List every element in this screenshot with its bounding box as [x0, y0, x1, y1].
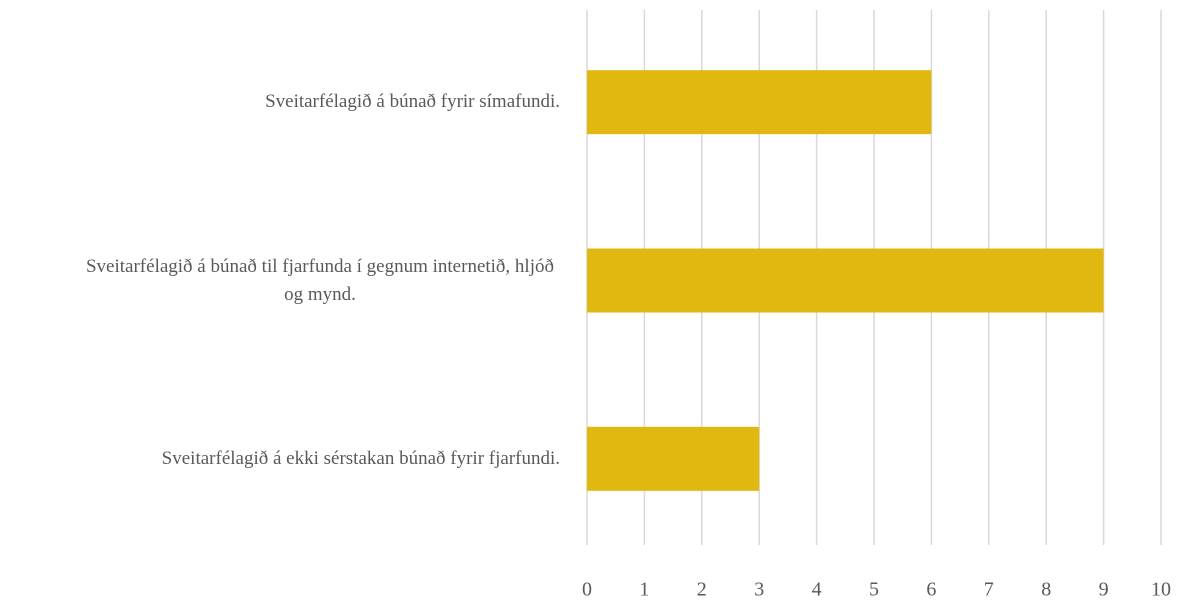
x-tick-label: 9 — [1099, 579, 1109, 601]
category-label: Sveitarfélagið á búnað til fjarfunda í g… — [85, 255, 554, 305]
x-tick-label: 4 — [812, 579, 822, 601]
x-tick-label: 3 — [754, 579, 764, 601]
category-label: Sveitarfélagið á ekki sérstakan búnað fy… — [161, 447, 560, 469]
x-tick-label: 2 — [697, 579, 707, 601]
x-tick-label: 1 — [639, 579, 649, 601]
x-tick-label: 0 — [582, 579, 592, 601]
x-tick-label: 5 — [869, 579, 879, 601]
bar — [587, 426, 760, 491]
category-label: Sveitarfélagið á búnað fyrir símafundi. — [265, 91, 560, 113]
x-tick-label: 8 — [1041, 579, 1051, 601]
x-tick-label: 10 — [1151, 579, 1171, 601]
bar — [587, 70, 932, 135]
bar — [587, 248, 1104, 313]
x-tick-label: 6 — [926, 579, 936, 601]
x-tick-label: 7 — [984, 579, 994, 601]
